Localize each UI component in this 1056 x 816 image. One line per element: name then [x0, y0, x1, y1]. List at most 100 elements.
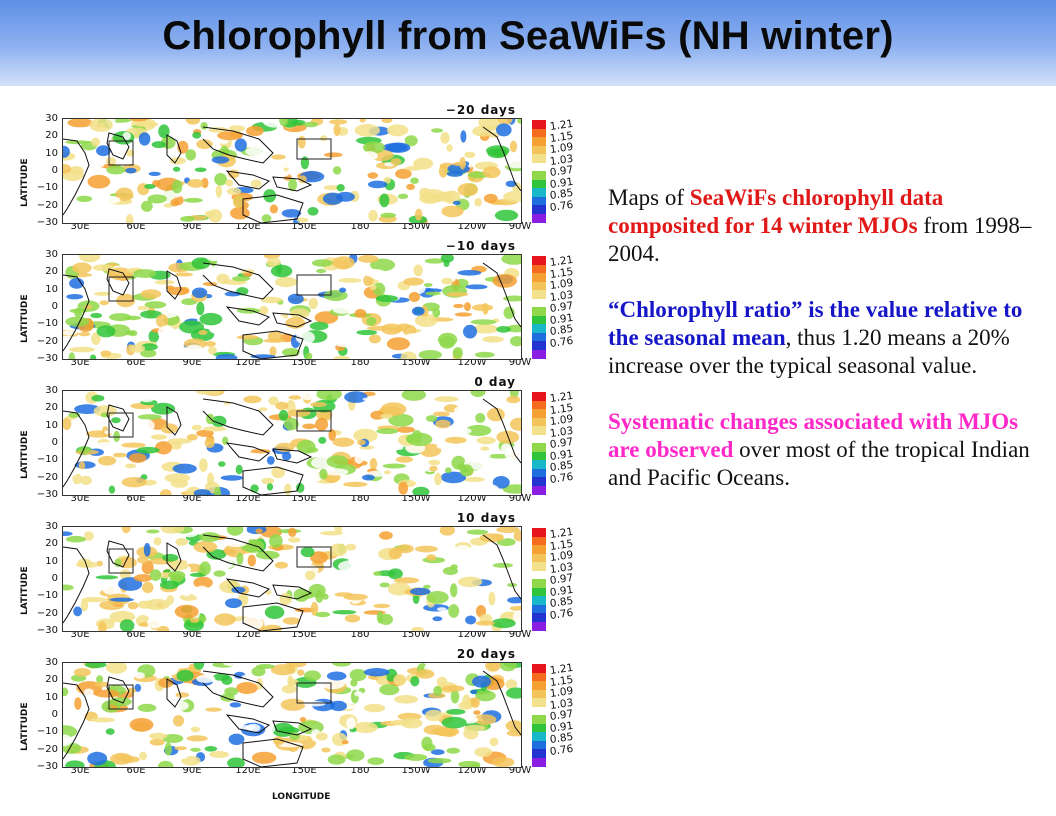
field-blob	[172, 715, 185, 727]
field-blob	[397, 193, 409, 199]
field-blob	[503, 191, 521, 203]
field-blob	[214, 173, 228, 186]
field-blob	[474, 198, 482, 207]
field-blob	[348, 554, 356, 566]
field-blob	[373, 603, 391, 609]
field-blob	[426, 591, 449, 604]
lat-tick-label: −30	[36, 216, 58, 228]
field-blob	[93, 291, 112, 296]
field-blob	[353, 721, 378, 734]
field-blob	[439, 527, 455, 536]
field-blob	[158, 124, 170, 139]
lat-tick-label: −30	[36, 624, 58, 636]
field-blob	[427, 758, 452, 764]
field-blob	[311, 259, 333, 267]
field-blob	[454, 312, 473, 317]
field-blob	[358, 587, 373, 593]
field-blob	[250, 484, 259, 493]
field-blob	[442, 566, 458, 576]
coastline	[482, 262, 521, 328]
field-blob	[214, 576, 224, 583]
field-blob	[156, 665, 179, 676]
field-blob	[362, 397, 386, 402]
field-blob	[474, 747, 493, 757]
field-blob	[362, 474, 375, 481]
coastline	[63, 546, 90, 624]
field-blob	[298, 175, 307, 184]
coastline	[272, 584, 313, 600]
field-blob	[500, 443, 512, 454]
field-blob	[310, 551, 328, 564]
colorbar-segment	[532, 400, 546, 410]
field-blob	[482, 166, 501, 179]
field-blob	[126, 687, 136, 694]
field-blob	[509, 417, 521, 431]
field-blob	[140, 349, 157, 358]
field-blob	[380, 402, 407, 416]
field-blob	[288, 395, 302, 400]
field-blob	[185, 149, 197, 161]
field-blob	[429, 465, 438, 472]
field-blob	[494, 209, 519, 222]
field-blob	[316, 741, 325, 750]
lat-tick-label: −10	[36, 182, 58, 194]
colorbar-segment	[532, 315, 546, 325]
lon-tick-label: 120E	[235, 221, 261, 232]
lon-tick-label: 90E	[182, 357, 202, 368]
lon-tick-label: 150W	[401, 357, 431, 368]
field-blob	[179, 320, 205, 334]
field-blob	[287, 293, 304, 305]
field-blob	[395, 456, 413, 463]
field-blob	[396, 426, 415, 433]
field-blob	[204, 437, 215, 449]
field-blob	[412, 486, 430, 495]
field-blob	[193, 663, 205, 670]
region-box	[296, 138, 332, 160]
field-blob	[266, 257, 281, 267]
field-blob	[345, 543, 357, 551]
coastline	[166, 270, 182, 300]
field-blob	[167, 286, 190, 296]
lat-tick-label: −30	[36, 352, 58, 364]
field-blob	[379, 193, 390, 208]
field-blob	[354, 691, 363, 697]
field-blob	[144, 184, 156, 189]
map-panel: −20 days LATITUDE 30 20 10 0 −10 −20 −30 30E 60E 90…	[18, 103, 600, 250]
field-blob	[424, 258, 445, 264]
field-blob	[196, 301, 205, 316]
field-blob	[275, 401, 289, 410]
field-blob	[65, 535, 86, 543]
field-blob	[232, 275, 251, 282]
field-blob	[235, 464, 243, 475]
field-blob	[191, 287, 208, 299]
field-blob	[289, 732, 300, 741]
field-blob	[426, 554, 437, 561]
chlorophyll-map	[62, 526, 522, 632]
field-blob	[96, 196, 121, 204]
panel-title: 0 day	[474, 375, 516, 389]
lon-tick-label: 150W	[401, 765, 431, 776]
field-blob	[245, 146, 265, 156]
field-blob	[199, 561, 211, 576]
colorbar-segment	[532, 349, 546, 359]
field-blob	[259, 423, 268, 436]
colorbar-segment	[532, 451, 546, 461]
colorbar-segment	[532, 732, 546, 741]
coastline	[225, 170, 270, 190]
field-blob	[459, 464, 474, 477]
colorbar	[532, 256, 546, 359]
field-blob	[441, 277, 453, 285]
field-blob	[137, 414, 162, 420]
field-blob	[465, 615, 477, 625]
field-blob	[369, 458, 378, 470]
field-blob	[367, 172, 379, 179]
field-blob	[359, 119, 366, 123]
field-blob	[269, 204, 278, 214]
field-blob	[475, 702, 499, 710]
field-blob	[119, 569, 131, 580]
field-blob	[218, 461, 226, 467]
field-blob	[162, 553, 179, 562]
field-blob	[470, 689, 478, 695]
field-blob	[189, 617, 200, 623]
coastline	[225, 442, 270, 462]
